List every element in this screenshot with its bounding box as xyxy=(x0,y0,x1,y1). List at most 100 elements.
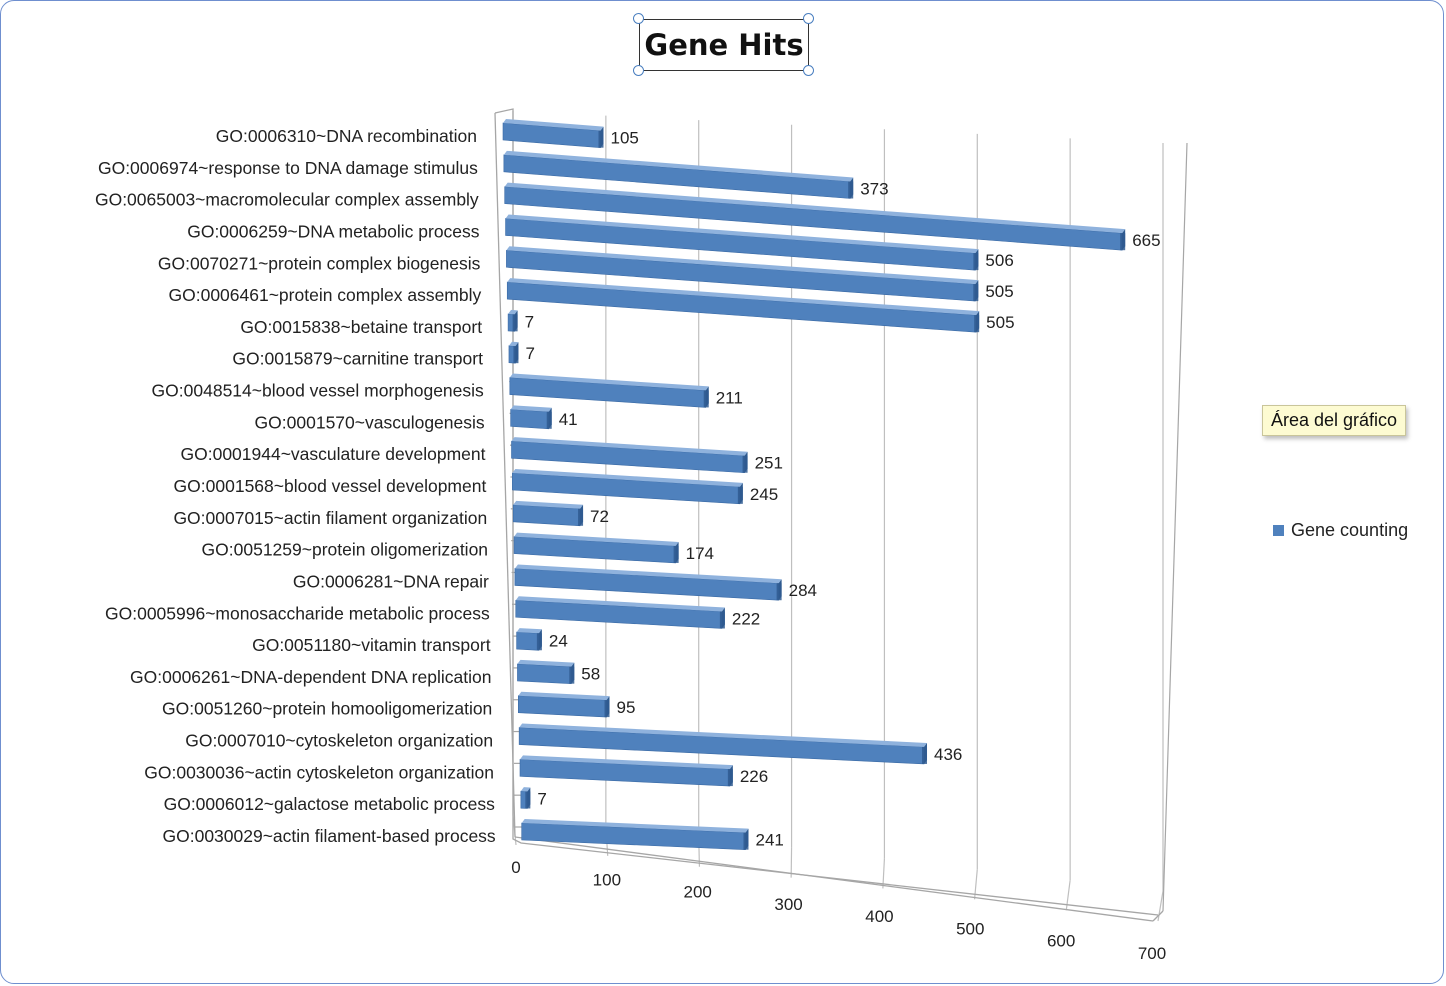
bar-top xyxy=(520,755,733,770)
bar-top xyxy=(516,628,542,634)
bars xyxy=(502,119,1126,850)
bar-top xyxy=(506,246,979,285)
x-tick-label: 400 xyxy=(865,907,893,926)
bar[interactable] xyxy=(518,723,928,765)
value-axis xyxy=(514,836,1154,922)
x-tick-label: 100 xyxy=(593,870,621,889)
bar[interactable] xyxy=(502,119,604,148)
bar-top xyxy=(505,214,979,254)
legend-label: Gene counting xyxy=(1291,520,1409,540)
x-tick-label: 600 xyxy=(1047,932,1075,951)
data-label: 58 xyxy=(581,665,600,684)
category-label: GO:0005996~monosaccharide metabolic proc… xyxy=(105,603,490,623)
bar[interactable] xyxy=(503,150,854,199)
bar[interactable] xyxy=(519,755,733,787)
bar[interactable] xyxy=(510,405,552,430)
bar-top xyxy=(509,373,709,391)
bar-top xyxy=(517,659,575,667)
bar[interactable] xyxy=(516,628,542,651)
bar[interactable] xyxy=(520,787,531,809)
data-label: 226 xyxy=(740,767,768,786)
category-labels: GO:0006310~DNA recombination GO:0006974~r… xyxy=(95,126,496,846)
bar-end-shade xyxy=(922,746,928,764)
bar-top xyxy=(514,564,782,584)
bar-top xyxy=(510,405,552,412)
category-label: GO:0051259~protein oligomerization xyxy=(202,540,489,560)
bar[interactable] xyxy=(511,437,748,474)
bar[interactable] xyxy=(517,691,610,718)
x-tick-label: 300 xyxy=(774,895,802,914)
category-label: GO:0006012~galactose metabolic process xyxy=(164,794,495,814)
category-label: GO:0007010~cytoskeleton organization xyxy=(185,731,493,751)
bar[interactable] xyxy=(505,214,979,271)
bar-end-shade xyxy=(546,411,552,429)
bar-end-shade xyxy=(973,253,979,271)
data-label: 222 xyxy=(732,609,760,628)
bar[interactable] xyxy=(521,819,749,850)
bar[interactable] xyxy=(512,500,584,527)
category-label: GO:0006259~DNA metabolic process xyxy=(187,221,480,241)
bar-top xyxy=(521,819,749,833)
data-label: 72 xyxy=(590,507,609,526)
bar[interactable] xyxy=(517,659,575,684)
bar[interactable] xyxy=(512,469,743,505)
category-label: GO:0015838~betaine transport xyxy=(240,317,482,337)
x-tick-label: 0 xyxy=(511,858,520,877)
bar[interactable] xyxy=(514,564,782,601)
bar-end-shade xyxy=(776,583,782,601)
bar-top xyxy=(511,437,748,456)
category-label: GO:0006461~protein complex assembly xyxy=(169,285,482,305)
value-labels: 105 373 665 506 505 505 7 7 211 41 251 245 72 174 284 2… xyxy=(525,129,1161,850)
category-label: GO:0015879~carnitine transport xyxy=(232,349,483,369)
bar-end-shade xyxy=(536,633,542,651)
bar-front xyxy=(517,663,572,684)
bar[interactable] xyxy=(507,309,518,332)
category-label: GO:0001568~blood vessel development xyxy=(174,476,487,496)
bar-end-shade xyxy=(703,390,709,408)
resize-handle-bottom-right[interactable] xyxy=(803,65,814,76)
legend[interactable]: Gene counting xyxy=(1273,520,1408,541)
bar-end-shade xyxy=(604,700,610,718)
bar[interactable] xyxy=(506,278,980,333)
bar[interactable] xyxy=(504,182,1126,251)
bar-top xyxy=(507,278,980,316)
chart-area-tooltip: Área del gráfico xyxy=(1262,405,1407,436)
bar[interactable] xyxy=(506,246,979,302)
chart-title-box[interactable]: Gene Hits xyxy=(639,19,809,71)
data-label: 245 xyxy=(750,485,778,504)
category-label: GO:0001944~vasculature development xyxy=(181,444,486,464)
category-label: GO:0030036~actin cytoskeleton organizati… xyxy=(144,762,494,782)
category-axis xyxy=(494,112,516,838)
bar[interactable] xyxy=(513,532,679,564)
x-tick-label: 200 xyxy=(684,883,712,902)
category-label: GO:0006261~DNA-dependent DNA replication xyxy=(130,667,491,687)
bar-end-shade xyxy=(973,284,979,302)
category-label: GO:0006974~response to DNA damage stimul… xyxy=(98,158,478,178)
bar-front xyxy=(516,631,540,651)
x-tick-label: 700 xyxy=(1138,944,1166,963)
bar-end-shade xyxy=(569,666,575,684)
back-right-edge xyxy=(1162,142,1188,912)
resize-handle-top-left[interactable] xyxy=(633,13,644,24)
bar[interactable] xyxy=(509,373,709,408)
bar-end-shade xyxy=(727,769,733,787)
data-label: 41 xyxy=(559,410,578,429)
bar[interactable] xyxy=(508,341,519,364)
category-label: GO:0051260~protein homooligomerization xyxy=(162,699,492,719)
resize-handle-top-right[interactable] xyxy=(803,13,814,24)
bar-top xyxy=(515,596,725,612)
category-label: GO:0070271~protein complex biogenesis xyxy=(158,253,481,273)
data-label: 251 xyxy=(755,454,783,473)
resize-handle-bottom-left[interactable] xyxy=(633,65,644,76)
category-label: GO:0048514~blood vessel morphogenesis xyxy=(152,381,484,401)
bar-end-shade xyxy=(974,315,980,333)
bar-top xyxy=(503,119,604,131)
data-label: 211 xyxy=(716,388,743,407)
bar-end-shade xyxy=(598,130,604,148)
bar-top xyxy=(508,309,518,315)
bar-top xyxy=(503,150,854,182)
bar[interactable] xyxy=(515,596,725,629)
data-label: 284 xyxy=(789,581,817,600)
